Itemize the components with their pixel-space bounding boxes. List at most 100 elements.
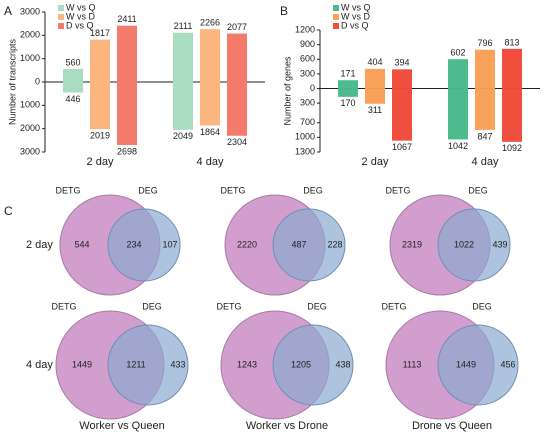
venn-set-deg (272, 208, 346, 282)
venn-set-deg (437, 208, 511, 282)
panel-label: B (280, 4, 288, 18)
bar-down (365, 88, 385, 104)
legend-label: D vs Q (341, 20, 369, 30)
bar-down (502, 88, 522, 142)
venn-count: 2220 (237, 239, 257, 249)
legend-label: W vs D (66, 11, 95, 21)
legend-label: D vs Q (66, 20, 94, 30)
value-label: 311 (368, 105, 382, 115)
legend-label: W vs Q (341, 2, 371, 12)
y-tick-label: 900 (300, 39, 315, 49)
category-label: 2 day (87, 156, 114, 168)
value-label: 2304 (227, 137, 247, 147)
y-tick-label: 3000 (20, 6, 40, 16)
value-label: 2698 (117, 146, 137, 156)
row-label: 4 day (26, 359, 53, 371)
set-label: DEG (307, 301, 327, 311)
bar-down (90, 82, 110, 130)
venn-count: 107 (162, 239, 177, 249)
bar-up (117, 25, 137, 83)
set-label: DEG (138, 185, 158, 195)
bar-up (63, 68, 83, 82)
bar-down (448, 88, 468, 140)
bar-down (338, 88, 358, 97)
venn-count: 2319 (402, 239, 422, 249)
venn-count: 1449 (72, 359, 92, 369)
comparison-label: Drone vs Queen (412, 420, 492, 432)
bar-up (90, 39, 110, 82)
venn-count: 1449 (456, 359, 476, 369)
bar-up (173, 32, 193, 82)
y-tick-label: 700 (300, 117, 315, 127)
y-tick-label: 2000 (20, 30, 40, 40)
venn-count: 439 (492, 239, 507, 249)
value-label: 171 (340, 69, 355, 79)
value-label: 170 (340, 98, 355, 108)
comparison-label: Worker vs Queen (79, 420, 164, 432)
y-axis-label: Number of genes (282, 56, 292, 126)
y-axis-label: Number of transcripts (7, 38, 17, 125)
category-label: 2 day (362, 156, 389, 168)
venn-count: 487 (291, 239, 306, 249)
venn-count: 1113 (403, 359, 422, 369)
legend-swatch (58, 14, 64, 20)
y-tick-label: 1200 (295, 24, 315, 34)
y-tick-label: 300 (300, 98, 315, 108)
value-label: 2266 (200, 18, 220, 28)
venn-count: 433 (170, 359, 185, 369)
set-label: DETG (55, 185, 80, 195)
y-tick-label: 600 (300, 54, 315, 64)
bar-down (173, 82, 193, 130)
y-tick-label: 1300 (295, 146, 315, 156)
value-label: 602 (450, 48, 465, 58)
value-label: 2077 (227, 22, 247, 32)
set-label: DEG (468, 185, 488, 195)
legend-swatch (333, 23, 339, 29)
venn-count: 234 (126, 239, 141, 249)
value-label: 404 (367, 57, 382, 67)
legend-label: W vs Q (66, 2, 96, 12)
bar-up (365, 68, 385, 89)
value-label: 1092 (502, 143, 522, 153)
venn-set-deg (107, 324, 189, 406)
venn-set-deg (272, 324, 354, 406)
legend-swatch (333, 5, 339, 11)
set-label: DEG (472, 301, 492, 311)
venn-count: 438 (335, 359, 350, 369)
y-tick-label: 1000 (20, 53, 40, 63)
value-label: 1042 (448, 141, 468, 151)
value-label: 2049 (173, 131, 193, 141)
bar-up (392, 69, 412, 89)
value-label: 560 (65, 57, 80, 67)
y-tick-label: 3000 (20, 146, 40, 156)
set-label: DETG (381, 301, 406, 311)
category-label: 4 day (472, 156, 499, 168)
y-tick-label: 1000 (295, 132, 315, 142)
bar-down (117, 82, 137, 145)
value-label: 1817 (90, 28, 110, 38)
panel-label: C (4, 204, 13, 218)
bar-up (200, 29, 220, 82)
legend-swatch (333, 14, 339, 20)
legend-label: W vs D (341, 11, 370, 21)
venn-count: 456 (500, 359, 515, 369)
set-label: DEG (303, 185, 323, 195)
venn-count: 1211 (126, 359, 145, 369)
legend-swatch (58, 5, 64, 11)
bar-down (63, 82, 83, 93)
bar-up (227, 33, 247, 82)
bar-up (502, 48, 522, 89)
y-tick-label: 0 (310, 83, 315, 93)
bar-down (475, 88, 495, 130)
legend-swatch (58, 23, 64, 29)
venn-count: 1243 (237, 359, 257, 369)
category-label: 4 day (197, 156, 224, 168)
value-label: 1067 (392, 142, 412, 152)
y-tick-label: 2000 (20, 123, 40, 133)
set-label: DETG (216, 301, 241, 311)
value-label: 796 (477, 38, 492, 48)
value-label: 813 (504, 37, 519, 47)
row-label: 2 day (26, 239, 53, 251)
venn-set-deg (107, 208, 181, 282)
